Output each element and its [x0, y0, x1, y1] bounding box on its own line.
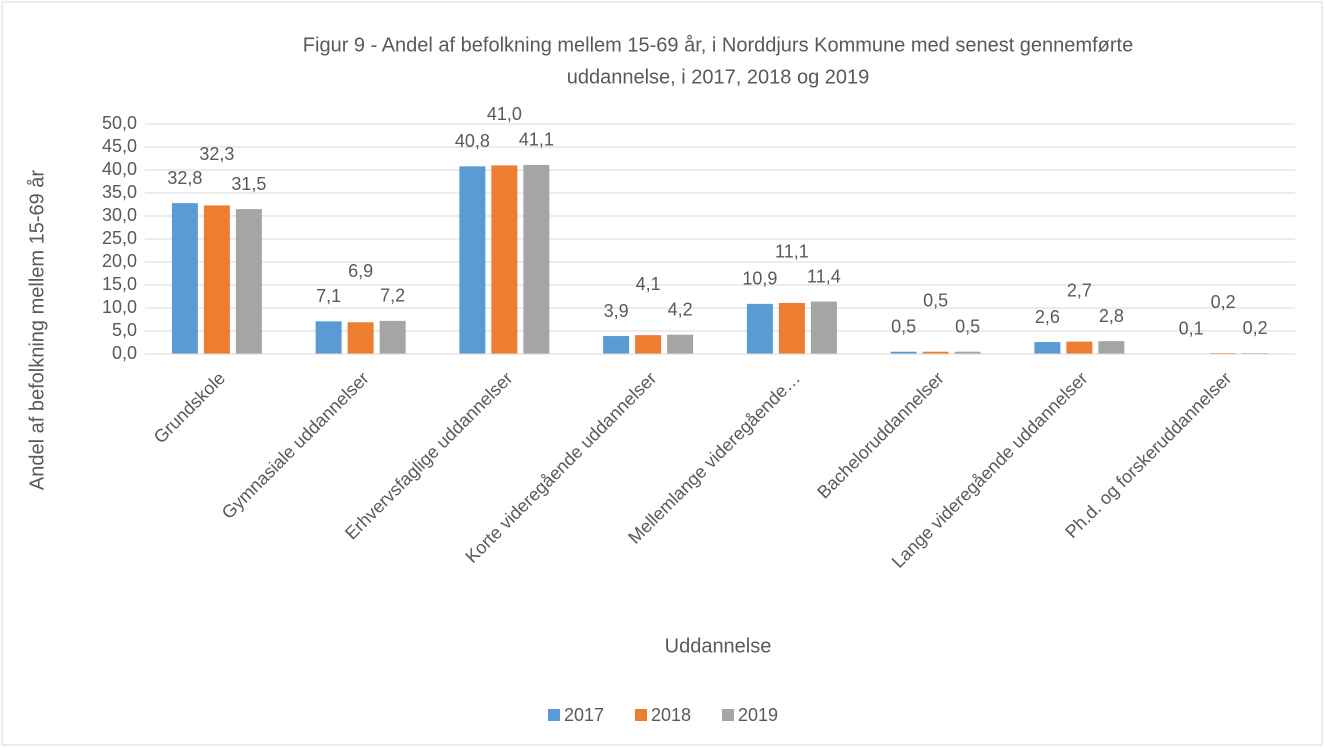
data-label: 0,5	[891, 316, 916, 336]
chart-title: Figur 9 - Andel af befolkning mellem 15-…	[303, 34, 1133, 56]
data-label: 11,4	[807, 266, 841, 286]
y-tick-label: 20,0	[102, 251, 137, 271]
y-tick-label: 45,0	[102, 136, 137, 156]
data-label: 7,1	[316, 286, 341, 306]
bar	[235, 209, 262, 354]
data-label: 41,1	[519, 130, 554, 150]
data-label: 2,7	[1067, 280, 1092, 300]
y-tick-label: 50,0	[102, 113, 137, 133]
legend-label: 2018	[651, 705, 691, 725]
bar	[890, 351, 917, 354]
bar	[635, 335, 662, 354]
legend-swatch	[548, 709, 560, 721]
data-label: 40,8	[455, 131, 490, 151]
bar	[315, 321, 342, 354]
bar	[1098, 341, 1125, 354]
bar	[922, 351, 949, 354]
y-axis-title: Andel af befolkning mellem 15-69 år	[26, 170, 48, 491]
data-label: 32,3	[199, 144, 234, 164]
data-label: 2,6	[1035, 307, 1060, 327]
data-label: 32,8	[167, 168, 202, 188]
data-label: 10,9	[742, 269, 777, 289]
data-label: 4,1	[636, 274, 661, 294]
y-tick-label: 5,0	[112, 320, 137, 340]
y-tick-label: 30,0	[102, 205, 137, 225]
bar	[954, 351, 981, 354]
y-tick-label: 10,0	[102, 297, 137, 317]
bar	[459, 166, 486, 354]
bar	[746, 303, 773, 354]
data-label: 0,1	[1179, 318, 1204, 338]
y-tick-label: 25,0	[102, 228, 137, 248]
y-tick-label: 35,0	[102, 182, 137, 202]
chart-title: uddannelse, i 2017, 2018 og 2019	[567, 66, 870, 88]
bar	[667, 334, 694, 354]
legend-swatch	[635, 709, 647, 721]
data-label: 31,5	[231, 174, 266, 194]
x-axis-title: Uddannelse	[665, 635, 772, 657]
bar	[171, 203, 198, 354]
bar	[778, 302, 805, 354]
data-label: 0,5	[923, 290, 948, 310]
data-label: 0,5	[955, 316, 980, 336]
data-label: 6,9	[348, 261, 373, 281]
data-label: 2,8	[1099, 306, 1124, 326]
legend-swatch	[722, 709, 734, 721]
data-label: 11,1	[775, 242, 809, 262]
legend-label: 2019	[738, 705, 778, 725]
bar	[347, 322, 374, 354]
y-tick-label: 0,0	[112, 343, 137, 363]
data-label: 41,0	[487, 104, 522, 124]
bar	[810, 301, 837, 354]
bar	[203, 205, 230, 354]
bar	[1066, 341, 1093, 354]
bar	[1034, 342, 1061, 354]
y-tick-label: 40,0	[102, 159, 137, 179]
data-label: 3,9	[604, 301, 629, 321]
data-label: 4,2	[668, 299, 693, 319]
legend-label: 2017	[564, 705, 604, 725]
data-label: 0,2	[1243, 318, 1268, 338]
bar	[603, 336, 630, 354]
data-label: 7,2	[380, 286, 405, 306]
bar	[523, 164, 550, 354]
bar	[379, 320, 406, 354]
data-label: 0,2	[1211, 292, 1236, 312]
bar	[491, 165, 518, 354]
y-tick-label: 15,0	[102, 274, 137, 294]
